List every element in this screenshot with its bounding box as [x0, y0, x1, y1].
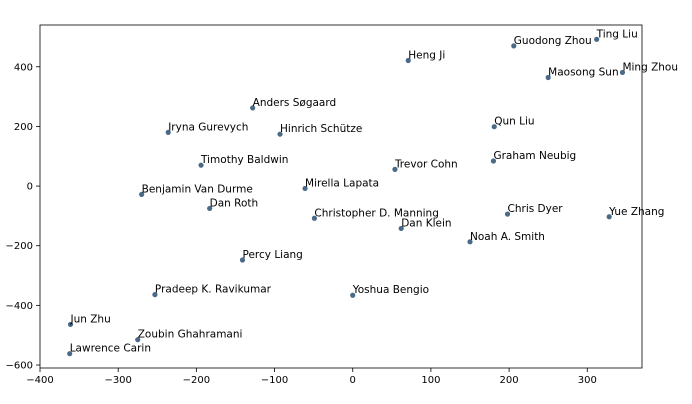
- y-tick-label: 200: [14, 122, 33, 133]
- y-tick-label: 0: [27, 182, 33, 193]
- y-tick-label: −400: [6, 301, 33, 312]
- point-label: Qun Liu: [494, 116, 534, 128]
- point-label: Zoubin Ghahramani: [138, 329, 243, 341]
- data-point: [152, 292, 158, 298]
- data-point: [239, 257, 246, 263]
- y-tick-label: −200: [6, 241, 33, 252]
- y-axis: −600 −400 −200 0 200 400: [6, 62, 40, 372]
- point-label: Ting Liu: [596, 28, 638, 40]
- data-point: [250, 105, 256, 111]
- data-point: [135, 337, 141, 343]
- data-point: [67, 321, 74, 328]
- point-label: Yoshua Bengio: [352, 284, 429, 296]
- data-point: [545, 74, 551, 81]
- point-label: Mirella Lapata: [305, 177, 379, 189]
- x-tick-label: 0: [350, 375, 356, 386]
- x-tick-label: −400: [26, 375, 53, 386]
- plot-frame: [39, 24, 643, 369]
- point-label: Timothy Baldwin: [200, 154, 288, 166]
- data-point: [198, 162, 204, 168]
- point-label: Benjamin Van Durme: [142, 183, 253, 195]
- data-point: [277, 131, 283, 137]
- data-point: [594, 36, 600, 42]
- data-point: [511, 43, 517, 49]
- point-label: Trevor Cohn: [394, 158, 458, 170]
- point-label: Heng Ji: [408, 49, 445, 61]
- data-point: [467, 239, 473, 245]
- x-tick-label: 200: [500, 375, 519, 386]
- point-label: Hinrich Schütze: [280, 123, 362, 135]
- data-point: [207, 205, 213, 212]
- point-label: Percy Liang: [242, 249, 302, 261]
- point-label: Yue Zhang: [608, 206, 664, 218]
- data-point: [398, 225, 404, 232]
- point-label: Jun Zhu: [69, 313, 110, 325]
- data-point: [139, 191, 145, 198]
- x-tick-label: −200: [183, 375, 210, 386]
- data-point: [491, 124, 497, 130]
- point-label: Iryna Gurevych: [168, 121, 248, 133]
- data-point: [504, 211, 511, 217]
- data-points: [67, 36, 626, 357]
- data-point: [67, 351, 73, 357]
- data-point: [311, 215, 318, 221]
- data-point: [302, 185, 308, 192]
- point-label: Dan Klein: [401, 217, 451, 229]
- point-label: Guodong Zhou: [514, 35, 592, 47]
- point-label: Noah A. Smith: [470, 231, 545, 243]
- point-label: Anders Søgaard: [253, 97, 337, 109]
- y-tick-label: 400: [14, 62, 33, 73]
- x-tick-label: −300: [104, 375, 131, 386]
- point-label: Chris Dyer: [508, 203, 564, 215]
- data-point: [405, 57, 411, 64]
- y-tick-label: −600: [6, 361, 33, 372]
- point-label: Lawrence Carin: [70, 343, 151, 355]
- data-point: [490, 158, 497, 164]
- point-label: Graham Neubig: [493, 150, 576, 162]
- data-point: [350, 292, 356, 298]
- point-label: Christopher D. Manning: [314, 207, 438, 219]
- point-label: Ming Zhou: [622, 61, 678, 73]
- point-label: Dan Roth: [210, 197, 259, 209]
- x-tick-label: −100: [261, 375, 288, 386]
- x-tick-label: 300: [578, 375, 597, 386]
- data-point: [606, 214, 612, 220]
- point-label: Maosong Sun: [548, 66, 618, 78]
- data-point: [165, 129, 171, 135]
- x-axis: −400 −300 −200 −100 0 100 200 300: [26, 368, 597, 386]
- point-labels: Ting Liu Guodong Zhou Heng Ji Ming Zhou Maos…: [69, 28, 678, 354]
- x-tick-label: 100: [421, 375, 440, 386]
- point-label: Pradeep K. Ravikumar: [155, 284, 272, 296]
- data-point: [392, 166, 398, 172]
- data-point: [619, 69, 626, 76]
